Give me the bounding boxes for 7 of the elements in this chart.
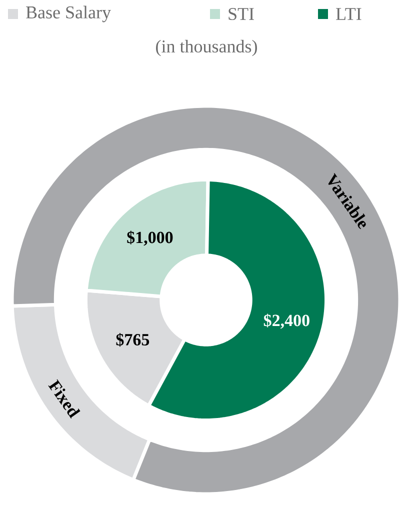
legend-label: STI [228,8,254,20]
data-label: $1,000 [127,230,173,246]
legend-label: LTI [336,8,362,20]
data-label: $765 [116,333,150,347]
data-label: $2,400 [264,314,310,329]
legend-label: Base Salary [26,6,111,22]
text: (in thousands) [156,40,257,56]
